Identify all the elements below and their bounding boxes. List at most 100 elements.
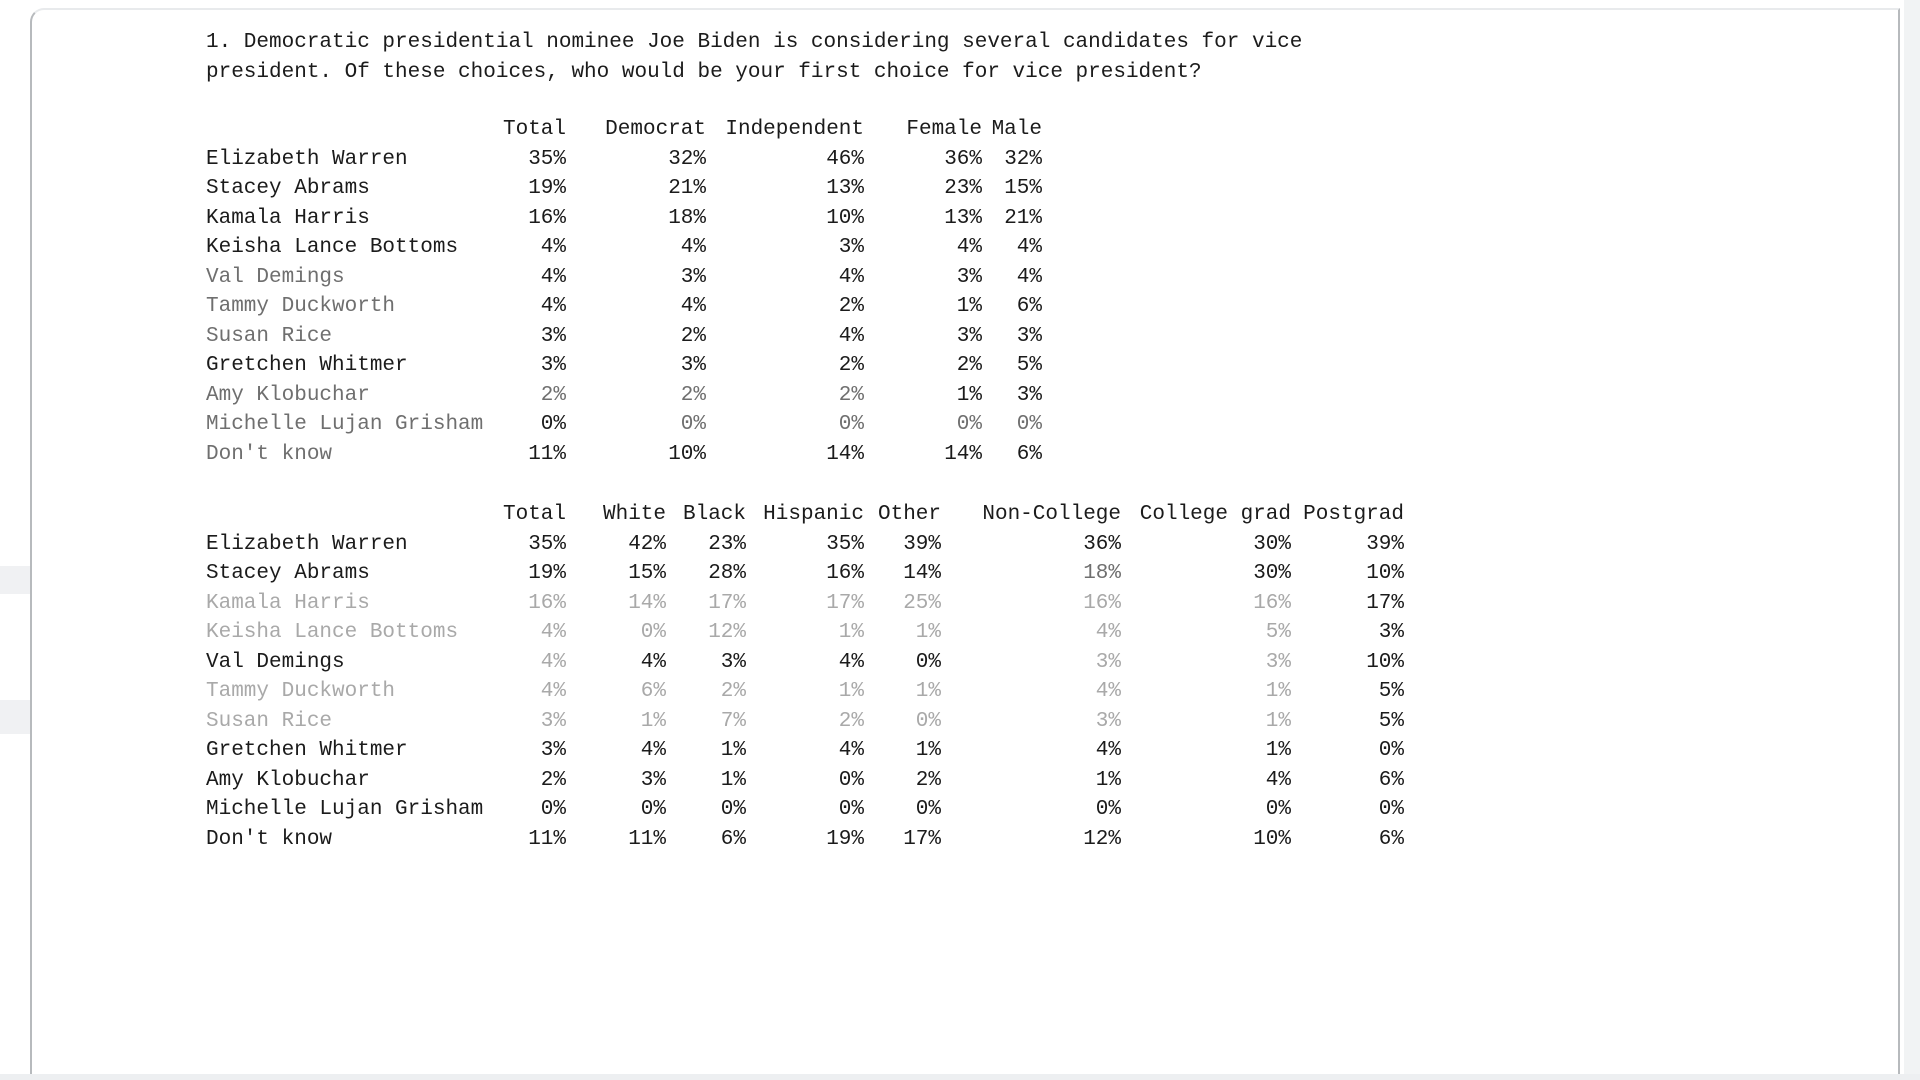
value-cell: 4% (540, 680, 566, 703)
value-cell: 3% (956, 324, 982, 348)
value-cell: 21% (668, 177, 706, 200)
value-cell: 4% (640, 739, 666, 762)
value-cell: 4% (640, 650, 666, 674)
value-cell: 16% (826, 562, 864, 585)
value-cell: 0% (1016, 413, 1042, 436)
value-cell: 1% (915, 739, 941, 762)
value-cell: 5% (1378, 680, 1404, 703)
candidate-name-cell: Elizabeth Warren (206, 147, 408, 171)
candidate-name-cell: Tammy Duckworth (206, 680, 396, 703)
value-cell: 16% (1253, 591, 1291, 615)
column-header: White (602, 503, 666, 526)
value-cell: 14% (944, 442, 982, 466)
results-table-race-education: Total White Black Hispanic Other Non-College C… (206, 500, 1404, 854)
value-cell: 1% (956, 383, 982, 407)
value-cell: 3% (540, 739, 566, 762)
value-cell: 4% (1265, 768, 1291, 792)
value-cell: 0% (838, 413, 864, 436)
value-cell: 0% (680, 413, 706, 436)
vertical-scrollbar[interactable] (1904, 0, 1920, 1080)
value-cell: 19% (528, 562, 566, 585)
table-row: Kamala Harris 16% 18% 10% 13% 21% (206, 204, 1042, 234)
value-cell: 3% (1016, 383, 1042, 407)
value-cell: 11% (528, 442, 566, 466)
table-row: Amy Klobuchar 2% 3% 1% 0% 2% 1% 4% 6% (206, 766, 1404, 796)
value-cell: 4% (956, 236, 982, 259)
table-row: Keisha Lance Bottoms 4% 0% 12% 1% 1% 4% 5% 3% (206, 618, 1404, 648)
table-row: Val Demings 4% 4% 3% 4% 0% 3% 3% 10% (206, 648, 1404, 678)
value-cell: 1% (838, 680, 864, 703)
value-cell: 4% (1095, 621, 1121, 644)
value-cell: 4% (838, 739, 864, 762)
value-cell: 10% (826, 206, 864, 230)
value-cell: 42% (628, 532, 666, 556)
table-row: Gretchen Whitmer 3% 3% 2% 2% 5% (206, 351, 1042, 381)
candidate-name-cell: Val Demings (206, 650, 345, 674)
value-cell: 39% (903, 532, 941, 556)
table-row: Stacey Abrams 19% 21% 13% 23% 15% (206, 174, 1042, 204)
value-cell: 16% (1083, 591, 1121, 615)
value-cell: 12% (708, 621, 746, 644)
value-cell: 18% (1083, 562, 1121, 585)
value-cell: 17% (903, 827, 941, 851)
value-cell: 1% (1265, 709, 1291, 733)
value-cell: 0% (1378, 798, 1404, 821)
value-cell: 0% (838, 798, 864, 821)
value-cell: 3% (540, 709, 566, 733)
value-cell: 3% (640, 768, 666, 792)
table-row: Stacey Abrams 19% 15% 28% 16% 14% 18% 30% 10% (206, 559, 1404, 589)
candidate-name-cell: Kamala Harris (206, 591, 370, 615)
column-header: Total (502, 503, 566, 526)
column-header: Non-College (982, 503, 1121, 526)
value-cell: 39% (1366, 532, 1404, 556)
value-cell: 25% (903, 591, 941, 615)
value-cell: 4% (1095, 739, 1121, 762)
column-header: Female (906, 118, 982, 141)
table-row: Tammy Duckworth 4% 6% 2% 1% 1% 4% 1% 5% (206, 677, 1404, 707)
candidate-name-cell: Kamala Harris (206, 206, 370, 230)
value-cell: 36% (944, 147, 982, 171)
table-row: Keisha Lance Bottoms 4% 4% 3% 4% 4% (206, 233, 1042, 263)
candidate-name-cell: Susan Rice (206, 324, 333, 348)
candidate-name-cell: Stacey Abrams (206, 562, 370, 585)
results-table-party-gender: Total Democrat Independent Female Male Elizab… (206, 115, 1042, 469)
value-cell: 6% (640, 680, 666, 703)
value-cell: 4% (540, 265, 566, 289)
value-cell: 23% (944, 177, 982, 200)
page-bottom-edge (0, 1074, 1920, 1080)
value-cell: 14% (903, 562, 941, 585)
value-cell: 6% (1378, 827, 1404, 851)
table-row: Gretchen Whitmer 3% 4% 1% 4% 1% 4% 1% 0% (206, 736, 1404, 766)
value-cell: 3% (1095, 709, 1121, 733)
value-cell: 7% (720, 709, 746, 733)
value-cell: 11% (628, 827, 666, 851)
value-cell: 1% (1265, 739, 1291, 762)
value-cell: 32% (668, 147, 706, 171)
value-cell: 0% (838, 768, 864, 792)
value-cell: 0% (640, 621, 666, 644)
candidate-name-cell: Michelle Lujan Grisham (206, 413, 484, 436)
column-header: Total (502, 118, 566, 141)
value-cell: 1% (915, 680, 941, 703)
candidate-name-cell: Don't know (206, 827, 333, 851)
value-cell: 3% (680, 354, 706, 377)
candidate-name-cell: Don't know (206, 442, 333, 466)
table-row: Val Demings 4% 3% 4% 3% 4% (206, 263, 1042, 293)
table-row: Kamala Harris 16% 14% 17% 17% 25% 16% 16% 17% (206, 589, 1404, 619)
value-cell: 6% (1016, 295, 1042, 318)
table-row: Elizabeth Warren 35% 32% 46% 36% 32% (206, 145, 1042, 175)
value-cell: 4% (680, 295, 706, 318)
value-cell: 3% (838, 236, 864, 259)
value-cell: 2% (720, 680, 746, 703)
table-row: Tammy Duckworth 4% 4% 2% 1% 6% (206, 292, 1042, 322)
value-cell: 17% (826, 591, 864, 615)
value-cell: 1% (720, 768, 746, 792)
value-cell: 21% (1004, 206, 1042, 230)
value-cell: 4% (838, 324, 864, 348)
table-row: Amy Klobuchar 2% 2% 2% 1% 3% (206, 381, 1042, 411)
value-cell: 17% (708, 591, 746, 615)
value-cell: 10% (1253, 827, 1291, 851)
value-cell: 4% (540, 295, 566, 318)
value-cell: 46% (826, 147, 864, 171)
value-cell: 6% (1378, 768, 1404, 792)
